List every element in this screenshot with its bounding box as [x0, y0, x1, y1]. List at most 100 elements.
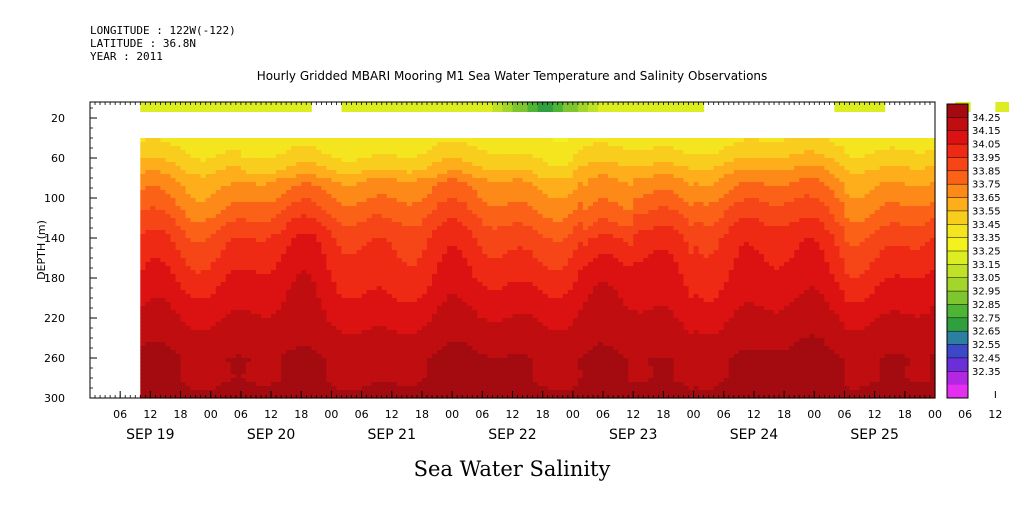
field-cell — [351, 330, 358, 335]
field-cell — [140, 246, 146, 251]
field-cell — [296, 362, 302, 367]
field-cell — [442, 310, 448, 315]
field-cell — [472, 338, 478, 343]
field-cell — [442, 214, 448, 219]
field-cell — [286, 270, 292, 275]
field-cell — [225, 338, 232, 343]
field-cell — [447, 366, 453, 371]
field-cell — [180, 350, 187, 355]
field-cell — [411, 234, 418, 239]
field-cell — [165, 390, 172, 395]
field-cell — [266, 290, 272, 295]
field-cell — [492, 314, 499, 319]
field-cell — [381, 274, 388, 279]
field-cell — [411, 166, 418, 171]
field-cell — [507, 302, 514, 307]
field-cell — [477, 354, 483, 359]
field-cell — [250, 298, 257, 303]
field-cell — [200, 326, 207, 331]
field-cell — [462, 182, 468, 187]
field-cell — [276, 310, 282, 315]
field-cell — [376, 302, 383, 307]
field-cell — [311, 282, 317, 287]
field-cell — [291, 250, 297, 255]
field-cell — [462, 166, 468, 171]
field-cell — [447, 254, 453, 259]
field-cell — [145, 342, 151, 347]
field-cell — [386, 238, 393, 243]
field-cell — [326, 390, 333, 395]
field-cell — [517, 370, 524, 375]
field-cell — [421, 382, 428, 387]
field-cell — [140, 374, 146, 379]
field-cell — [406, 162, 413, 167]
field-cell — [442, 178, 448, 183]
field-cell — [220, 290, 227, 295]
field-cell — [426, 286, 433, 291]
field-cell — [220, 366, 227, 371]
field-cell — [457, 274, 463, 279]
field-cell — [140, 266, 146, 271]
field-cell — [276, 206, 282, 211]
field-cell — [331, 158, 338, 163]
field-cell — [286, 342, 292, 347]
field-cell — [482, 226, 488, 231]
field-cell — [200, 154, 207, 159]
field-cell — [255, 146, 262, 151]
field-cell — [165, 294, 172, 299]
field-cell — [240, 282, 247, 287]
field-cell — [286, 274, 292, 279]
field-cell — [220, 274, 227, 279]
field-cell — [472, 270, 478, 275]
field-cell — [346, 142, 353, 147]
field-cell — [406, 242, 413, 247]
field-cell — [321, 318, 327, 323]
field-cell — [396, 354, 403, 359]
field-cell — [155, 150, 162, 155]
field-cell — [522, 174, 529, 179]
field-cell — [306, 298, 312, 303]
field-cell — [175, 142, 182, 147]
field-cell — [371, 226, 378, 231]
field-cell — [165, 194, 172, 199]
field-cell — [502, 314, 509, 319]
field-cell — [462, 138, 468, 143]
field-cell — [457, 266, 463, 271]
field-cell — [507, 246, 514, 251]
field-cell — [421, 326, 428, 331]
field-cell — [492, 194, 499, 199]
field-cell — [150, 298, 156, 303]
field-cell — [452, 154, 458, 159]
field-cell — [356, 154, 363, 159]
field-cell — [195, 138, 202, 143]
field-cell — [416, 190, 423, 195]
field-cell — [276, 194, 282, 199]
field-cell — [396, 298, 403, 303]
field-cell — [250, 238, 257, 243]
field-cell — [477, 226, 483, 231]
field-cell — [477, 338, 483, 343]
field-cell — [517, 150, 524, 155]
field-cell — [230, 202, 237, 207]
field-cell — [507, 358, 514, 363]
field-cell — [215, 318, 222, 323]
field-cell — [155, 378, 162, 383]
field-cell — [381, 378, 388, 383]
field-cell — [291, 238, 297, 243]
field-cell — [386, 350, 393, 355]
field-cell — [487, 394, 493, 399]
field-cell — [180, 170, 187, 175]
field-cell — [316, 262, 322, 267]
field-cell — [512, 362, 519, 367]
field-cell — [250, 230, 257, 235]
field-cell — [411, 350, 418, 355]
field-cell — [502, 278, 509, 283]
field-cell — [190, 342, 197, 347]
field-cell — [426, 314, 433, 319]
field-cell — [502, 326, 509, 331]
field-cell — [311, 262, 317, 267]
field-cell — [366, 150, 373, 155]
field-cell — [271, 186, 277, 191]
field-cell — [426, 226, 433, 231]
field-cell — [215, 174, 222, 179]
